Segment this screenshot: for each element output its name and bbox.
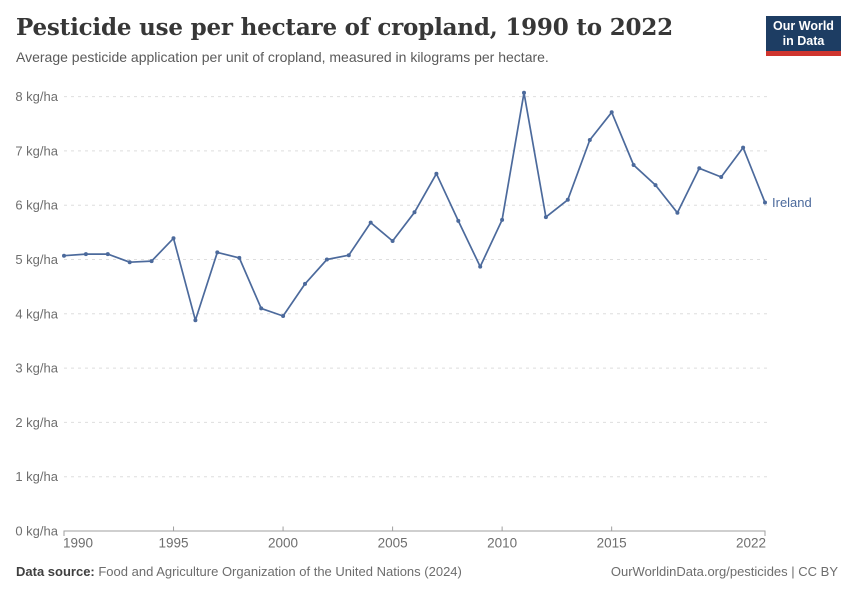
- data-point: [500, 217, 505, 222]
- line-chart: 0 kg/ha 1 kg/ha 2 kg/ha 3 kg/ha 4 kg/ha 5 kg/…: [15, 89, 812, 551]
- x-tick-label: 2010: [487, 536, 517, 551]
- data-point: [105, 252, 110, 257]
- data-point: [697, 166, 702, 171]
- chart-header: Pesticide use per hectare of cropland, 1…: [16, 14, 755, 66]
- data-point: [434, 171, 439, 176]
- data-point: [522, 90, 526, 95]
- data-point: [478, 264, 483, 269]
- data-point: [763, 200, 767, 205]
- data-point: [215, 250, 220, 255]
- y-tick-label: 5 kg/ha: [15, 252, 58, 267]
- x-tick-label: 2005: [378, 536, 408, 551]
- x-tick-label: 1990: [63, 536, 93, 551]
- credit-text: OurWorldinData.org/pesticides | CC BY: [610, 564, 838, 579]
- data-point: [390, 239, 395, 243]
- x-tick-label: 2015: [597, 536, 627, 551]
- data-point: [587, 138, 592, 142]
- owid-logo: Our World in Data: [766, 16, 841, 56]
- data-point: [653, 183, 658, 188]
- data-point: [193, 318, 198, 323]
- y-tick-label: 3 kg/ha: [15, 361, 58, 376]
- ireland-line: [63, 91, 766, 322]
- x-axis-line: [63, 530, 766, 536]
- y-tick-label: 2 kg/ha: [15, 415, 58, 430]
- data-point: [631, 163, 636, 167]
- data-point: [324, 257, 329, 262]
- data-point: [412, 210, 417, 215]
- data-point: [127, 260, 132, 265]
- page-subtitle: Average pesticide application per unit o…: [16, 49, 549, 65]
- y-tick-label: 1 kg/ha: [15, 469, 58, 484]
- chart-footer: Data source: Food and Agriculture Organi…: [16, 564, 838, 580]
- data-point: [609, 110, 614, 115]
- data-point: [62, 253, 66, 258]
- data-point: [368, 220, 373, 225]
- page-title: Pesticide use per hectare of cropland, 1…: [16, 14, 673, 41]
- data-point: [303, 281, 307, 286]
- data-source-label: Data source:: [16, 564, 95, 579]
- y-tick-label: 7 kg/ha: [15, 143, 58, 158]
- logo-line1: Our World: [773, 19, 834, 33]
- data-point: [237, 255, 242, 260]
- data-point: [675, 210, 680, 215]
- data-source-text: Food and Agriculture Organization of the…: [94, 564, 462, 579]
- owid-logo-box: Our World in Data: [766, 16, 841, 51]
- x-tick-label: 1995: [159, 536, 189, 551]
- data-source: Data source: Food and Agriculture Organi…: [16, 564, 462, 580]
- y-tick-label: 6 kg/ha: [15, 198, 58, 213]
- data-point: [543, 215, 548, 220]
- data-point: [565, 197, 570, 202]
- series-label-ireland: Ireland: [772, 195, 812, 210]
- data-point: [171, 236, 176, 241]
- data-point: [83, 252, 88, 257]
- data-point: [456, 218, 461, 223]
- data-point: [281, 314, 286, 318]
- data-point: [741, 145, 746, 150]
- x-tick-label: 2000: [268, 536, 298, 551]
- y-tick-label: 0 kg/ha: [15, 524, 58, 539]
- y-tick-label: 8 kg/ha: [15, 89, 58, 104]
- x-tick-label: 2022: [736, 536, 766, 551]
- data-point: [346, 253, 351, 258]
- data-point: [259, 306, 264, 311]
- data-point: [149, 259, 154, 264]
- y-tick-label: 4 kg/ha: [15, 306, 58, 321]
- logo-line2: in Data: [782, 34, 825, 48]
- logo-red-bar: [766, 51, 841, 56]
- data-point: [719, 175, 724, 179]
